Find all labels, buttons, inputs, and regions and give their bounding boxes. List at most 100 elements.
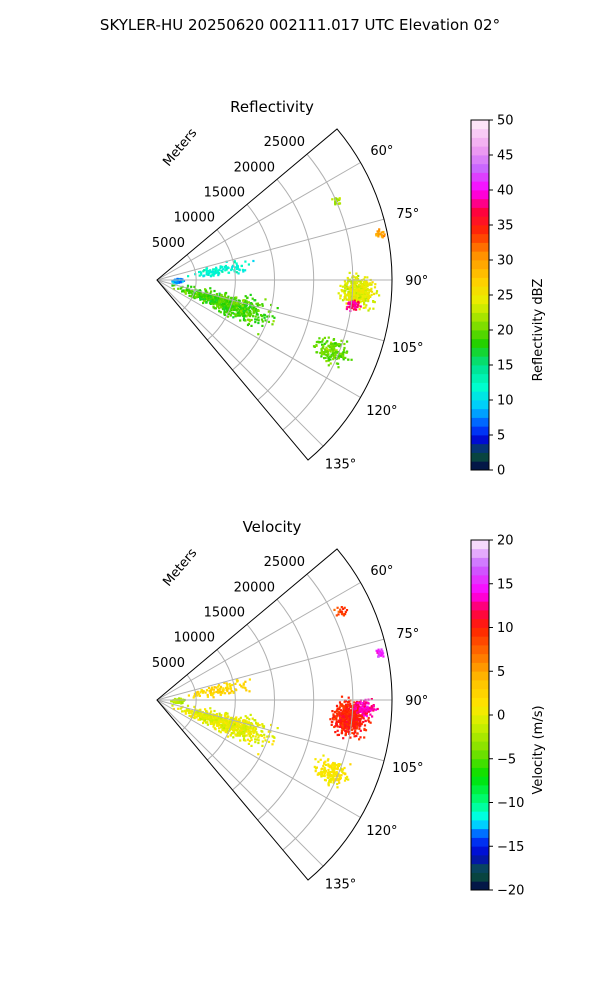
reflectivity-echo-gate	[198, 289, 202, 292]
reflectivity-echo-gate	[189, 291, 193, 294]
reflectivity-echo-gate	[358, 289, 361, 292]
velocity-echo-gate	[338, 778, 341, 781]
velocity-echo-gate	[323, 774, 326, 778]
velocity-echo-gate	[336, 733, 339, 737]
reflectivity-echo-gate	[339, 294, 342, 297]
velocity-echo-gate	[320, 775, 323, 778]
velocity-echo-gate	[314, 758, 317, 761]
velocity-echo-gate	[332, 714, 335, 717]
reflectivity-echo-gate	[255, 302, 258, 305]
reflectivity-echo-gate	[355, 292, 358, 295]
reflectivity-echo-gate	[375, 292, 378, 295]
reflectivity-echo-gate	[190, 285, 193, 288]
velocity-echo-gate	[336, 713, 339, 716]
reflectivity-echo-gate	[224, 264, 227, 268]
reflectivity-echo-gate	[341, 299, 345, 302]
reflectivity-echo-gate	[360, 284, 364, 287]
reflectivity-echo-gate	[367, 295, 370, 298]
reflectivity-echo-gate	[218, 307, 221, 310]
velocity-echo-gate	[359, 701, 362, 704]
velocity-echo-gate	[244, 729, 247, 732]
velocity-echo-gate	[233, 718, 236, 721]
velocity-echo-gate	[207, 717, 210, 720]
reflectivity-echo-gate	[344, 282, 347, 285]
reflectivity-echo-gate	[224, 269, 227, 272]
velocity-echo-gate	[221, 724, 224, 727]
reflectivity-radial-axis-label: Meters	[160, 126, 200, 170]
reflectivity-echo-gate	[215, 296, 218, 299]
reflectivity-echo-gate	[348, 302, 351, 305]
velocity-echo-gate	[233, 723, 236, 726]
velocity-echo-gate	[270, 723, 273, 727]
velocity-echo-gate	[199, 708, 202, 711]
reflectivity-echo-gate	[348, 286, 351, 289]
velocity-echo-gate	[346, 701, 349, 704]
velocity-echo-gate	[252, 729, 255, 732]
reflectivity-echo-gate	[209, 294, 212, 297]
velocity-echo-gate	[326, 776, 329, 779]
reflectivity-echo-gate	[215, 299, 218, 302]
reflectivity-echo-gate	[350, 297, 353, 300]
velocity-echo-gate	[250, 738, 253, 742]
velocity-echo-gate	[330, 770, 333, 774]
reflectivity-echo-gate	[323, 342, 326, 345]
reflectivity-echo-gate	[223, 313, 226, 316]
reflectivity-echo-gate	[194, 292, 197, 295]
reflectivity-colorbar-segment	[471, 120, 489, 130]
velocity-colorbar-segment	[471, 741, 489, 751]
reflectivity-echo-gate	[243, 303, 246, 306]
velocity-radial-axis-label: Meters	[160, 546, 200, 590]
velocity-echo-gate	[369, 721, 372, 724]
reflectivity-echo-gate	[332, 358, 335, 361]
reflectivity-azimuth-tick-label: 90°	[405, 274, 428, 289]
reflectivity-echo-gate	[350, 292, 353, 295]
velocity-echo-gate	[199, 715, 202, 718]
reflectivity-echo-gate	[334, 199, 337, 202]
reflectivity-echo-gate	[362, 285, 365, 288]
reflectivity-echo-gate	[343, 291, 346, 294]
velocity-echo-gate	[224, 730, 227, 733]
velocity-echo-gate	[345, 777, 348, 781]
reflectivity-echo-gate	[251, 314, 254, 317]
reflectivity-echo-gate	[193, 285, 196, 288]
reflectivity-echo-gate	[209, 269, 212, 272]
reflectivity-colorbar: 0 5 10 15 20 25 30 35 40 45 50	[470, 114, 514, 479]
velocity-echo-gate	[171, 704, 174, 707]
reflectivity-colorbar-segment	[471, 163, 489, 173]
reflectivity-echo-gate	[344, 284, 347, 287]
reflectivity-echo-gate	[235, 262, 238, 265]
velocity-echo-gate	[349, 702, 352, 705]
reflectivity-echo-gate	[334, 203, 337, 206]
velocity-echo-gate	[244, 739, 247, 742]
reflectivity-echo-gate	[215, 293, 218, 296]
reflectivity-echo-gate	[337, 366, 340, 369]
reflectivity-echo-gate	[249, 312, 253, 316]
velocity-echo-gate	[196, 690, 199, 693]
reflectivity-echo-gate	[236, 305, 240, 308]
reflectivity-echo-gate	[242, 314, 245, 318]
reflectivity-echo-gate	[323, 353, 326, 356]
velocity-echo-gate	[252, 727, 255, 730]
velocity-echo-gate	[342, 716, 345, 719]
velocity-echo-gate	[227, 687, 230, 690]
reflectivity-echo-gate	[338, 202, 341, 205]
reflectivity-echo-gate	[370, 290, 374, 293]
velocity-echo-gate	[362, 711, 365, 714]
reflectivity-echo-gate	[248, 313, 251, 316]
velocity-echo-gate	[256, 724, 259, 727]
velocity-echo-gate	[206, 721, 209, 724]
reflectivity-echo-gate	[244, 319, 247, 322]
velocity-echo-gate	[247, 738, 250, 741]
reflectivity-echo-gate	[235, 314, 238, 317]
velocity-echo-gate	[187, 694, 190, 697]
velocity-echo-gate	[261, 724, 264, 727]
velocity-echo-gate	[332, 713, 335, 716]
reflectivity-echo-gate	[361, 295, 364, 298]
velocity-echo-gate	[215, 690, 218, 694]
reflectivity-echo-gate	[254, 307, 258, 310]
reflectivity-echo-gate	[358, 283, 361, 286]
reflectivity-echo-gate	[369, 289, 372, 293]
reflectivity-echo-gate	[231, 297, 234, 300]
reflectivity-echo-gate	[213, 307, 216, 310]
reflectivity-echo-gate	[359, 291, 362, 294]
